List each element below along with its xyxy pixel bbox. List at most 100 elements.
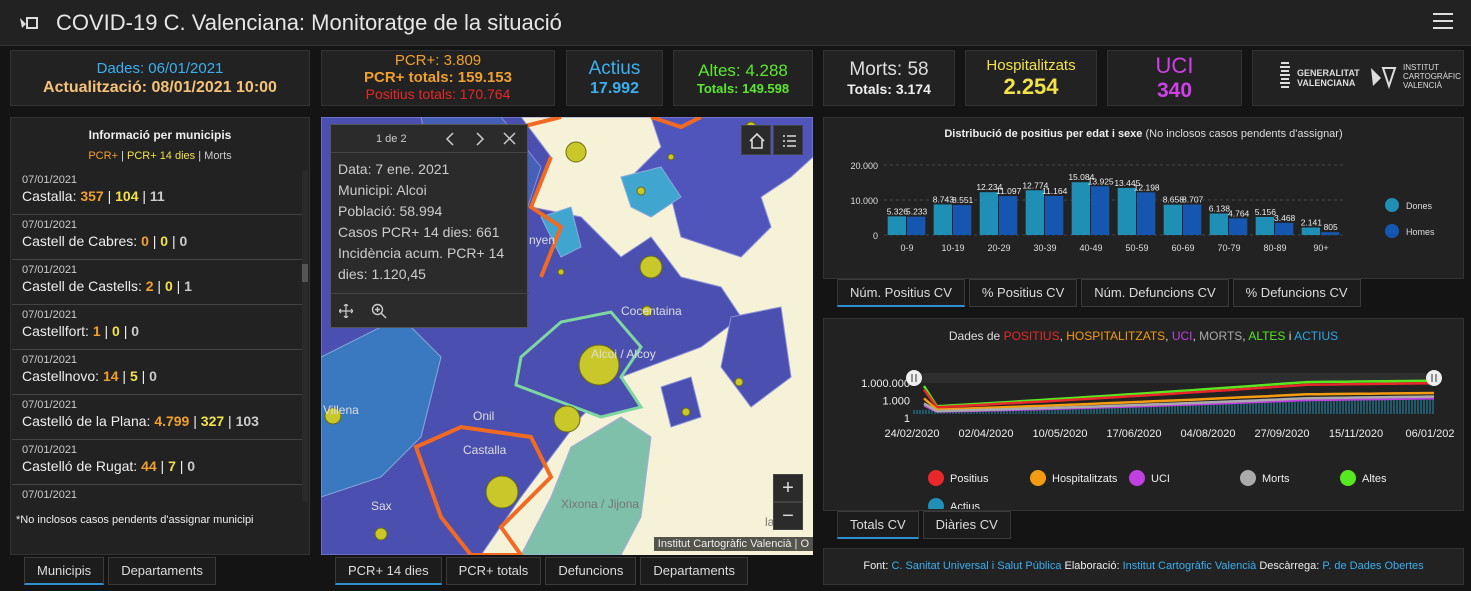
list-item[interactable]: 07/01/2021 bbox=[12, 485, 302, 502]
scrollbar-thumb[interactable] bbox=[302, 264, 308, 282]
hamburger-menu-icon[interactable] bbox=[1433, 13, 1453, 31]
footer-desc-label: Descàrrega: bbox=[1256, 560, 1323, 572]
tab-num-defuncions[interactable]: Núm. Defuncions CV bbox=[1081, 279, 1229, 307]
tab-map-departaments[interactable]: Departaments bbox=[640, 557, 749, 585]
popup-body: Data: 7 ene. 2021 Municipi: Alcoi Població… bbox=[331, 153, 527, 291]
zoom-out-button[interactable]: − bbox=[773, 502, 803, 530]
data-label: 8.658 bbox=[1163, 195, 1185, 205]
legend-pcr: PCR+ bbox=[88, 150, 118, 162]
close-icon[interactable] bbox=[503, 132, 516, 145]
tab-municipis[interactable]: Municipis bbox=[24, 557, 105, 585]
legend-marker bbox=[1385, 198, 1399, 212]
timeline-title-part: , bbox=[1192, 329, 1200, 343]
popup-footer bbox=[331, 293, 529, 327]
x-tick-label: 10/05/2020 bbox=[1032, 428, 1087, 440]
bar-dones bbox=[1255, 216, 1274, 235]
timeline-title-part: ACTIUS bbox=[1294, 329, 1339, 343]
item-name: Castell de Castells: 2 | 0 | 1 bbox=[22, 278, 192, 294]
item-pcr: 14 bbox=[102, 368, 119, 384]
home-button[interactable] bbox=[741, 125, 771, 155]
timeline-chart-panel: Dades de POSITIUS, HOSPITALITZATS, UCI, … bbox=[823, 318, 1464, 511]
item-date: 07/01/2021 bbox=[22, 174, 78, 186]
list-button[interactable] bbox=[773, 125, 803, 155]
logos-card: GENERALITAT VALENCIANA INSTITUT CARTOGRÀFI… bbox=[1252, 50, 1464, 106]
x-tick-label: 70-79 bbox=[1217, 243, 1240, 253]
legend-label: Actius bbox=[950, 501, 980, 509]
age-chart-tabs: Núm. Positius CV % Positius CV Núm. Defu… bbox=[837, 279, 1361, 307]
footer-font-link[interactable]: C. Sanitat Universal i Salut Pública bbox=[891, 560, 1062, 572]
previous-icon[interactable] bbox=[444, 132, 456, 146]
list-item[interactable]: 07/01/2021 Castellnovo: 14 | 5 | 0 bbox=[12, 350, 302, 395]
list-item[interactable]: 07/01/2021 Castellfort: 1 | 0 | 0 bbox=[12, 305, 302, 350]
altes-totals: Totals: 149.598 bbox=[696, 81, 790, 96]
bar-homes bbox=[1321, 232, 1340, 235]
pcr-totals: PCR+ totals: 159.153 bbox=[364, 69, 512, 86]
x-tick-label: 40-49 bbox=[1079, 243, 1102, 253]
page-title: COVID-19 C. Valenciana: Monitoratge de l… bbox=[56, 10, 562, 35]
x-tick-label: 24/02/2020 bbox=[884, 428, 939, 440]
popup-line: Data: 7 ene. 2021 bbox=[338, 161, 450, 177]
zoom-to-icon[interactable] bbox=[371, 303, 387, 319]
legend-separator: | bbox=[195, 150, 205, 162]
tab-pct-defuncions[interactable]: % Defuncions CV bbox=[1232, 279, 1361, 307]
scrollbar[interactable] bbox=[302, 170, 308, 502]
range-track bbox=[914, 373, 1434, 383]
tab-defuncions[interactable]: Defuncions bbox=[545, 557, 637, 585]
y-tick-label: 1 bbox=[904, 413, 910, 425]
item-pcr14: 0 bbox=[164, 278, 173, 294]
item-date: 07/01/2021 bbox=[22, 219, 78, 231]
map-label-alcoi: Alcoi / Alcoy bbox=[591, 347, 656, 361]
bar-homes bbox=[907, 216, 926, 235]
x-tick-label: 27/09/2020 bbox=[1254, 428, 1309, 440]
uci-card: UCI 340 bbox=[1107, 50, 1242, 106]
municipis-panel: Informació per municipis PCR+ | PCR+ 14 … bbox=[10, 117, 310, 555]
altes-label: Altes: 4.288 bbox=[698, 61, 788, 80]
tab-num-positius[interactable]: Núm. Positius CV bbox=[837, 279, 965, 307]
y-tick-label: 1.000.000 bbox=[861, 378, 910, 390]
tab-departaments[interactable]: Departaments bbox=[108, 557, 216, 585]
list-item[interactable]: 07/01/2021 Castell de Cabres: 0 | 0 | 0 bbox=[12, 215, 302, 260]
legend-marker bbox=[928, 470, 944, 486]
age-chart-panel: Distribució de positius per edat i sexe … bbox=[823, 117, 1464, 279]
bar-dones bbox=[1301, 227, 1320, 235]
footer-desc-link[interactable]: P. de Dades Obertes bbox=[1322, 560, 1424, 572]
tab-pcr14[interactable]: PCR+ 14 dies bbox=[335, 557, 442, 585]
pcr-value: PCR+: 3.809 bbox=[394, 52, 482, 69]
tab-totals-cv[interactable]: Totals CV bbox=[837, 511, 919, 539]
item-morts: 0 bbox=[131, 323, 140, 339]
gva-logo-icon bbox=[1280, 62, 1290, 88]
item-pcr14: 5 bbox=[129, 368, 138, 384]
timeline-chart[interactable]: 1.000.000 1.000 1 24/02/2020 02/04/2020 10/05… bbox=[824, 359, 1465, 509]
legend-marker bbox=[1340, 470, 1356, 486]
dades-date: Dades: 06/01/2021 bbox=[96, 60, 224, 77]
data-label: 6.138 bbox=[1209, 204, 1231, 214]
list-item[interactable]: 07/01/2021 Castell de Castells: 2 | 0 | 1 bbox=[12, 260, 302, 305]
tab-diaries-cv[interactable]: Diàries CV bbox=[922, 511, 1011, 539]
item-pcr14: 0 bbox=[112, 323, 120, 339]
next-icon[interactable] bbox=[474, 132, 486, 146]
timeline-title-part: ALTES bbox=[1248, 329, 1286, 343]
map-label-nyen: nyen bbox=[529, 233, 556, 247]
timeline-title-part: , bbox=[1059, 329, 1067, 343]
altes-card: Altes: 4.288 Totals: 149.598 bbox=[673, 50, 813, 106]
zoom-in-button[interactable]: + bbox=[773, 474, 803, 502]
list-item[interactable]: 07/01/2021 Castelló de Rugat: 44 | 7 | 0 bbox=[12, 440, 302, 485]
legend-label: Altes bbox=[1362, 473, 1387, 485]
item-pcr14: 104 bbox=[115, 188, 139, 204]
data-label: 5.156 bbox=[1255, 207, 1277, 217]
item-date: 07/01/2021 bbox=[22, 264, 78, 276]
popup-pager: 1 de 2 bbox=[376, 133, 407, 145]
popup-line: Municipi: Alcoi bbox=[338, 182, 427, 198]
tab-pcr-totals[interactable]: PCR+ totals bbox=[445, 557, 542, 585]
footer-elab-link[interactable]: Institut Cartogràfic Valencià bbox=[1122, 560, 1257, 572]
bar-homes bbox=[1137, 192, 1156, 235]
tab-pct-positius[interactable]: % Positius CV bbox=[968, 279, 1078, 307]
list-item[interactable]: 07/01/2021 Castalla: 357 | 104 | 11 bbox=[12, 170, 302, 215]
move-icon[interactable] bbox=[339, 304, 353, 318]
legend-marker bbox=[1385, 224, 1399, 238]
popup-line: Casos PCR+ 14 dies: 661 bbox=[338, 224, 500, 240]
list-item[interactable]: 07/01/2021 Castelló de la Plana: 4.799 | … bbox=[12, 395, 302, 440]
data-label: 8.551 bbox=[952, 195, 974, 205]
municipis-list[interactable]: 07/01/2021 Castalla: 357 | 104 | 11 07/01/… bbox=[12, 170, 302, 502]
